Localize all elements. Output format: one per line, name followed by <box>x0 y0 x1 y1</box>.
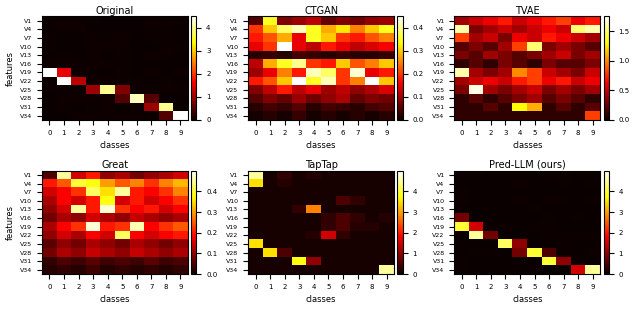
X-axis label: classes: classes <box>306 141 337 150</box>
Title: Great: Great <box>101 160 129 170</box>
X-axis label: classes: classes <box>100 141 130 150</box>
X-axis label: classes: classes <box>100 295 130 304</box>
Title: TVAE: TVAE <box>515 6 540 16</box>
Title: CTGAN: CTGAN <box>304 6 338 16</box>
Title: Pred-LLM (ours): Pred-LLM (ours) <box>489 160 566 170</box>
Title: TapTap: TapTap <box>305 160 337 170</box>
X-axis label: classes: classes <box>512 141 543 150</box>
Title: Original: Original <box>96 6 134 16</box>
X-axis label: classes: classes <box>512 295 543 304</box>
Y-axis label: features: features <box>6 205 15 240</box>
X-axis label: classes: classes <box>306 295 337 304</box>
Y-axis label: features: features <box>6 51 15 86</box>
